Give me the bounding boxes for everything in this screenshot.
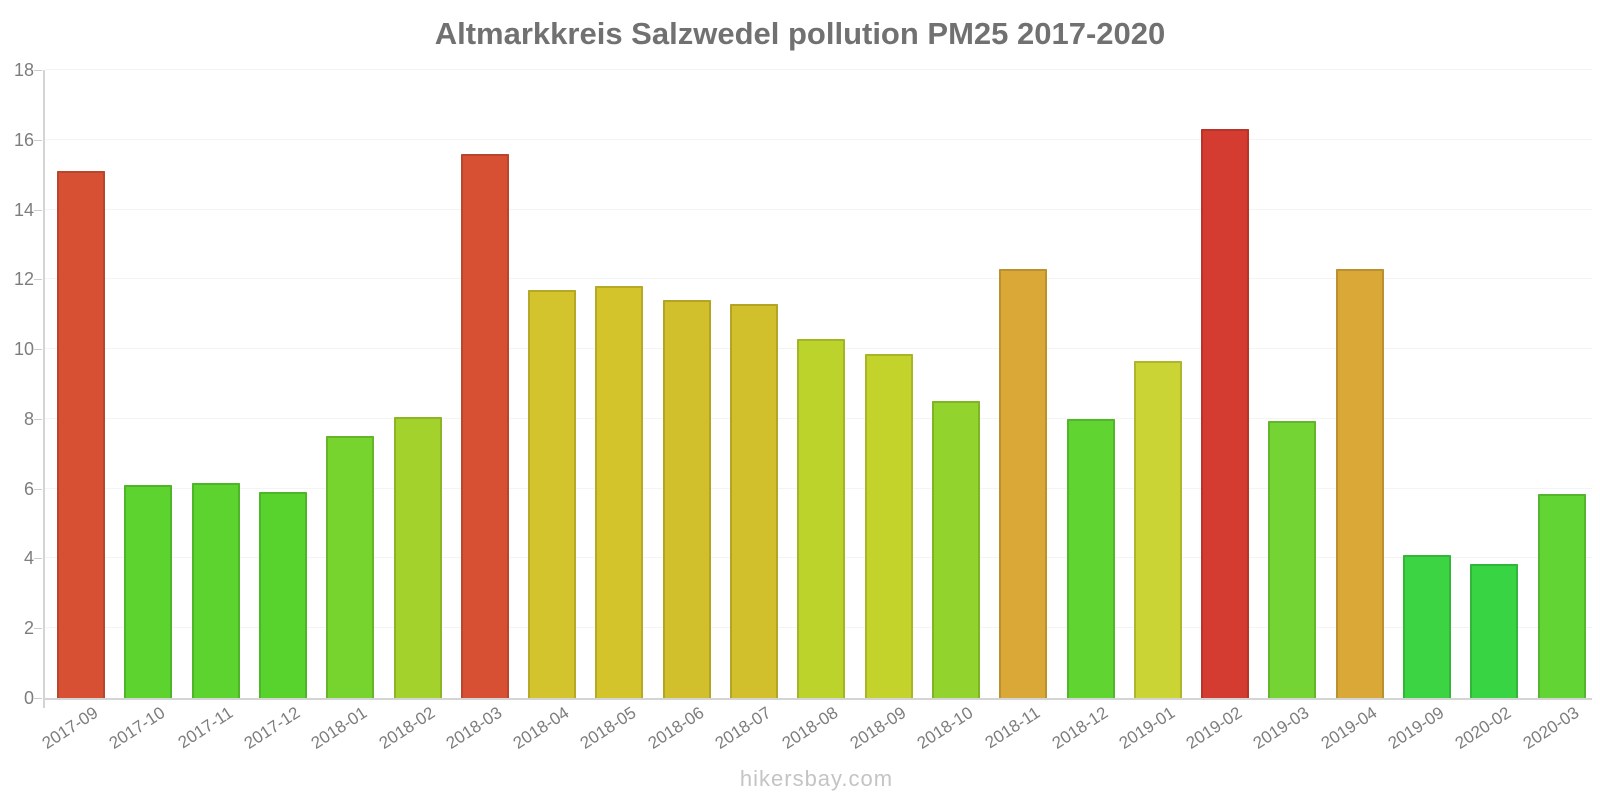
bar-2018-09[interactable] bbox=[864, 354, 913, 698]
x-tick-label-2020-03: 2020-03 bbox=[1519, 703, 1582, 753]
y-axis-tick bbox=[34, 139, 42, 141]
y-axis-tick bbox=[34, 558, 42, 560]
bar-2017-10[interactable] bbox=[124, 485, 173, 698]
x-tick-label-2018-05: 2018-05 bbox=[577, 703, 640, 753]
x-tick-label-2017-12: 2017-12 bbox=[240, 703, 304, 753]
bar-2017-11[interactable] bbox=[191, 483, 240, 698]
bar-2018-06[interactable] bbox=[662, 300, 711, 698]
x-tick-label-2018-03: 2018-03 bbox=[442, 703, 506, 753]
y-axis-tick bbox=[34, 349, 42, 351]
chart-title: Altmarkkreis Salzwedel pollution PM25 20… bbox=[434, 16, 1166, 51]
y-axis-tick bbox=[34, 418, 42, 420]
x-tick-label-2018-06: 2018-06 bbox=[644, 703, 708, 753]
y-tick-label: 6 bbox=[23, 478, 34, 499]
x-tick-label-2018-12: 2018-12 bbox=[1048, 703, 1111, 753]
bar-2020-02[interactable] bbox=[1470, 564, 1519, 698]
y-tick-label: 8 bbox=[23, 408, 34, 429]
bar-2019-04[interactable] bbox=[1335, 269, 1384, 698]
y-tick-label: 0 bbox=[23, 688, 34, 708]
y-axis-tick bbox=[34, 70, 42, 71]
x-tick-label-2018-07: 2018-07 bbox=[711, 703, 775, 753]
bar-2019-01[interactable] bbox=[1133, 361, 1182, 698]
y-tick-label: 10 bbox=[13, 339, 34, 360]
x-tick-label-2018-09: 2018-09 bbox=[846, 703, 909, 753]
x-tick-label-2017-09: 2017-09 bbox=[38, 703, 102, 753]
bar-2018-03[interactable] bbox=[460, 154, 509, 698]
y-axis-tick bbox=[34, 488, 42, 490]
y-axis-tick bbox=[34, 279, 42, 281]
x-tick-label-2019-01: 2019-01 bbox=[1115, 703, 1179, 753]
x-tick-label-2017-10: 2017-10 bbox=[105, 703, 169, 753]
y-tick-label: 4 bbox=[23, 548, 34, 569]
y-axis-tick bbox=[34, 698, 42, 699]
x-tick-label-2018-01: 2018-01 bbox=[307, 703, 371, 753]
bar-2017-09[interactable] bbox=[57, 171, 105, 698]
bar-2018-04[interactable] bbox=[528, 290, 577, 698]
bar-2017-12[interactable] bbox=[258, 492, 307, 698]
watermark: hikersbay.com bbox=[739, 766, 894, 791]
y-axis-tick bbox=[34, 209, 42, 211]
x-tick-label-2018-10: 2018-10 bbox=[913, 703, 977, 753]
bar-2018-12[interactable] bbox=[1066, 419, 1115, 698]
y-tick-label: 14 bbox=[13, 199, 34, 220]
x-tick-label-2019-03: 2019-03 bbox=[1250, 703, 1313, 753]
x-axis-origin-tick bbox=[43, 700, 45, 708]
x-tick-label-2018-11: 2018-11 bbox=[981, 703, 1044, 753]
bar-2019-09[interactable] bbox=[1403, 555, 1451, 698]
y-tick-label: 16 bbox=[13, 129, 34, 150]
x-tick-label-2019-09: 2019-09 bbox=[1384, 703, 1448, 753]
gridline-y14 bbox=[45, 208, 1592, 210]
x-tick-label-2017-11: 2017-11 bbox=[174, 703, 236, 753]
bar-2018-07[interactable] bbox=[730, 304, 778, 698]
bar-2018-05[interactable] bbox=[595, 286, 644, 698]
bar-2020-03[interactable] bbox=[1537, 494, 1586, 698]
x-tick-label-2018-02: 2018-02 bbox=[375, 703, 438, 753]
y-tick-label: 18 bbox=[13, 60, 34, 80]
bar-2019-03[interactable] bbox=[1268, 421, 1317, 698]
y-tick-label: 2 bbox=[23, 618, 34, 639]
gridline-y18 bbox=[45, 69, 1592, 70]
bar-2018-08[interactable] bbox=[797, 339, 846, 698]
x-tick-label-2020-02: 2020-02 bbox=[1451, 703, 1515, 753]
y-tick-label: 12 bbox=[13, 269, 34, 290]
bar-2018-01[interactable] bbox=[326, 436, 375, 698]
bar-2018-02[interactable] bbox=[393, 417, 442, 698]
bar-2019-02[interactable] bbox=[1201, 129, 1250, 698]
bar-2018-10[interactable] bbox=[931, 401, 980, 698]
gridline-y16 bbox=[45, 138, 1592, 140]
x-tick-label-2018-04: 2018-04 bbox=[509, 703, 573, 753]
x-tick-label-2018-08: 2018-08 bbox=[778, 703, 842, 753]
y-axis-tick bbox=[34, 628, 42, 630]
x-tick-label-2019-04: 2019-04 bbox=[1317, 703, 1381, 753]
bar-2018-11[interactable] bbox=[999, 269, 1048, 698]
plot-area bbox=[43, 69, 1592, 700]
gridline-y12 bbox=[45, 278, 1592, 280]
x-tick-label-2019-02: 2019-02 bbox=[1182, 703, 1246, 753]
